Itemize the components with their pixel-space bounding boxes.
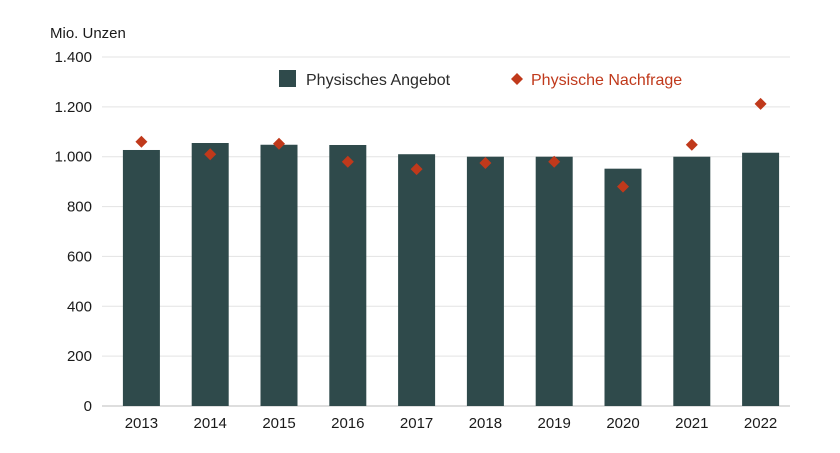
bar-2022 [742, 152, 780, 406]
x-tick-label: 2013 [125, 415, 158, 432]
bar-2018 [466, 156, 504, 406]
y-tick-label: 0 [84, 398, 92, 415]
markers [135, 97, 767, 193]
x-tick-label: 2017 [400, 415, 433, 432]
marker-2020 [617, 180, 629, 193]
legend: Physisches Angebot Physische Nachfrage [279, 70, 682, 89]
x-tick-label: 2022 [744, 415, 777, 432]
bar-2021 [673, 156, 711, 406]
bar-2015 [260, 144, 298, 406]
y-tick-label: 400 [67, 298, 92, 315]
y-tick-label: 800 [67, 199, 92, 216]
marker-2013 [135, 135, 148, 148]
marker-2018 [479, 156, 492, 169]
x-tick-label: 2015 [262, 415, 295, 432]
y-tick-label: 1.000 [54, 149, 92, 166]
marker-2017 [410, 163, 423, 176]
marker-2019 [548, 155, 561, 168]
bar-2019 [535, 156, 573, 406]
marker-2016 [341, 155, 354, 168]
y-tick-label: 1.400 [54, 49, 92, 66]
legend-label-physisches-angebot: Physisches Angebot [306, 72, 451, 89]
y-tick-label: 600 [67, 248, 92, 265]
x-tick-label: 2020 [606, 415, 639, 432]
y-axis-unit-label: Mio. Unzen [50, 25, 126, 42]
x-tick-labels: 2013 2014 2015 2016 2017 2018 2019 2020 2021 2022 [125, 415, 778, 432]
y-tick-labels: 0 200 400 600 800 1.000 1.200 1.400 [54, 49, 92, 415]
x-tick-label: 2014 [194, 415, 227, 432]
marker-2021 [685, 138, 698, 151]
legend-swatch-physisches-angebot [279, 70, 296, 87]
legend-marker-physische-nachfrage [511, 73, 523, 85]
bar-2016 [329, 144, 367, 406]
x-tick-label: 2021 [675, 415, 708, 432]
marker-2015 [273, 137, 285, 150]
bar-2020 [604, 168, 642, 406]
x-tick-label: 2016 [331, 415, 364, 432]
y-tick-label: 1.200 [54, 99, 92, 116]
bar-2013 [122, 149, 160, 406]
bar-2014 [191, 143, 229, 406]
x-tick-label: 2019 [538, 415, 571, 432]
x-tick-label: 2018 [469, 415, 502, 432]
marker-2022 [754, 97, 767, 110]
y-tick-label: 200 [67, 348, 92, 365]
legend-label-physische-nachfrage: Physische Nachfrage [531, 72, 682, 89]
bars [122, 143, 780, 406]
bar-2017 [398, 154, 436, 406]
marker-2014 [204, 148, 217, 161]
